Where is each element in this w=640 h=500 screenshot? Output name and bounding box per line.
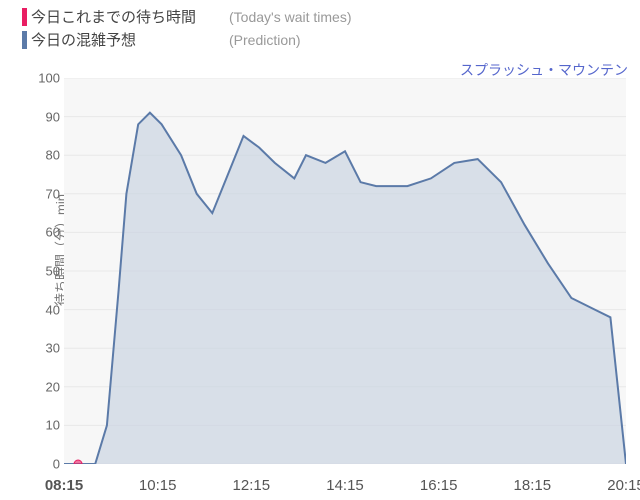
legend-label-actual: 今日これまでの待ち時間 <box>31 6 229 27</box>
x-tick-label: 20:15 <box>607 477 640 494</box>
y-tick-label: 50 <box>46 264 60 279</box>
x-tick-label: 14:15 <box>326 477 364 494</box>
x-tick-label: 12:15 <box>233 477 271 494</box>
legend-item-actual: 今日これまでの待ち時間 (Today's wait times) <box>22 6 351 27</box>
attraction-name-jp: スプラッシュ・マウンテン <box>460 60 628 80</box>
x-tick-label: 16:15 <box>420 477 458 494</box>
plot-area <box>64 78 626 464</box>
legend: 今日これまでの待ち時間 (Today's wait times) 今日の混雑予想… <box>22 6 351 52</box>
x-tick-label: 18:15 <box>514 477 552 494</box>
y-tick-label: 10 <box>46 418 60 433</box>
y-tick-label: 60 <box>46 225 60 240</box>
y-tick-label: 30 <box>46 341 60 356</box>
legend-swatch-actual <box>22 8 27 26</box>
legend-swatch-prediction <box>22 31 27 49</box>
legend-en-prediction: (Prediction) <box>229 32 301 48</box>
legend-en-actual: (Today's wait times) <box>229 9 351 25</box>
legend-item-prediction: 今日の混雑予想 (Prediction) <box>22 29 351 50</box>
chart-container: 今日これまでの待ち時間 (Today's wait times) 今日の混雑予想… <box>0 0 640 500</box>
y-tick-label: 70 <box>46 186 60 201</box>
legend-label-prediction: 今日の混雑予想 <box>31 29 229 50</box>
y-tick-label: 0 <box>53 457 60 472</box>
y-tick-label: 20 <box>46 379 60 394</box>
y-tick-label: 40 <box>46 302 60 317</box>
y-tick-label: 80 <box>46 148 60 163</box>
y-tick-label: 100 <box>38 71 60 86</box>
chart-svg <box>64 78 626 464</box>
x-tick-label: 08:15 <box>45 477 83 494</box>
x-tick-label: 10:15 <box>139 477 177 494</box>
y-tick-label: 90 <box>46 109 60 124</box>
